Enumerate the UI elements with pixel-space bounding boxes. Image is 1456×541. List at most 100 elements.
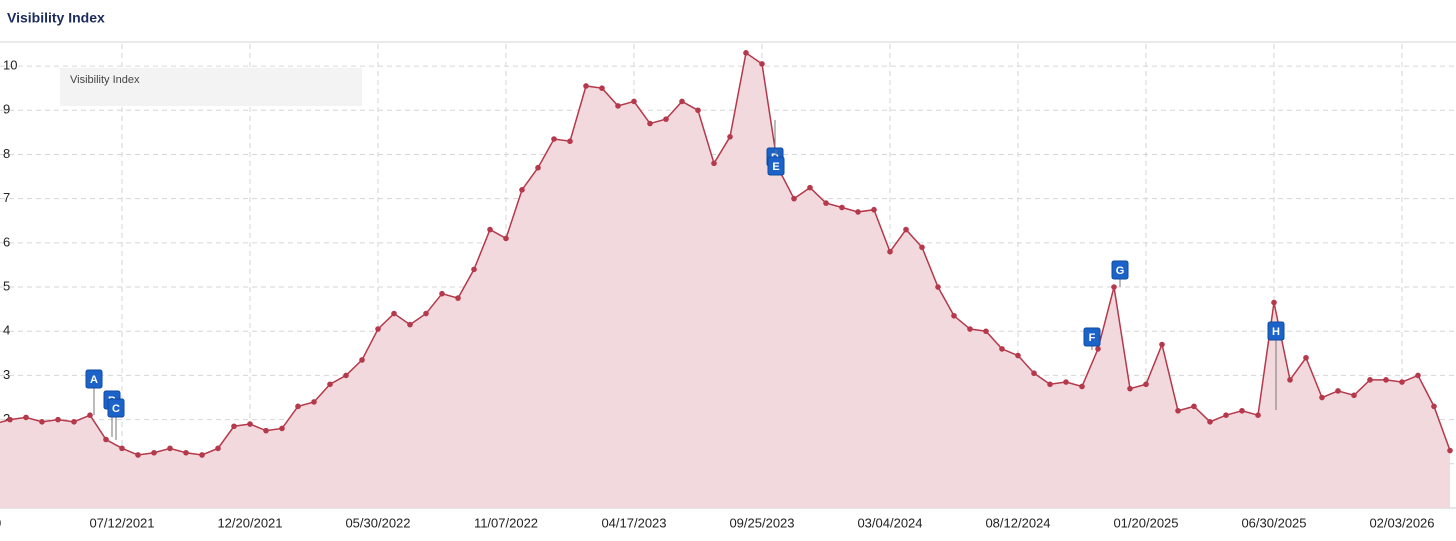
event-label: E (772, 161, 779, 173)
x-tick-label: 12/20/2021 (217, 515, 282, 530)
point (1415, 372, 1421, 379)
x-tick-label: 09/25/2023 (729, 515, 794, 530)
point (887, 248, 893, 255)
point (919, 244, 925, 251)
event-label: G (1116, 265, 1125, 277)
point (759, 61, 765, 67)
point (439, 290, 445, 297)
point (7, 416, 13, 423)
point (423, 310, 429, 317)
point (1159, 341, 1165, 348)
point (1399, 379, 1405, 385)
event-label: A (90, 374, 98, 386)
point (55, 416, 61, 423)
point (1223, 412, 1229, 419)
legend-label: Visibility Index (70, 74, 140, 86)
point (935, 284, 941, 290)
point (247, 421, 253, 427)
point (119, 445, 125, 452)
point (583, 83, 589, 89)
point (1079, 383, 1085, 390)
point (151, 449, 157, 456)
point (311, 399, 317, 405)
point (343, 372, 349, 379)
point (1015, 352, 1021, 359)
point (615, 103, 621, 109)
point (1031, 370, 1037, 377)
event-flag (107, 398, 125, 418)
point (103, 436, 109, 443)
point (23, 414, 29, 421)
point (743, 50, 749, 56)
point (551, 136, 557, 142)
point (1367, 377, 1373, 383)
point (1175, 407, 1181, 414)
point (599, 85, 605, 91)
point (839, 204, 845, 211)
point (999, 346, 1005, 352)
area (0, 52, 1450, 508)
point (1127, 385, 1133, 392)
point (199, 452, 205, 458)
y-tick-label: 4 (3, 323, 10, 338)
point (823, 200, 829, 206)
point (711, 160, 717, 167)
x-tick-label: 03/04/2024 (857, 515, 922, 530)
y-tick-label: 7 (3, 190, 10, 205)
point (1047, 381, 1053, 388)
point (1303, 354, 1309, 361)
point (1287, 377, 1293, 383)
point (1207, 419, 1213, 425)
point (1239, 407, 1245, 414)
point (295, 403, 301, 410)
event-flag (1083, 327, 1101, 347)
point (407, 321, 413, 328)
point (1255, 412, 1261, 419)
point (903, 226, 909, 233)
x-tick-label: 07/12/2021 (89, 515, 154, 530)
point (215, 445, 221, 452)
point (87, 412, 93, 419)
legend-box (60, 68, 362, 106)
point (1319, 394, 1325, 401)
event-flag (1267, 321, 1285, 341)
point (1431, 403, 1437, 410)
event-flag (767, 156, 785, 176)
point (279, 425, 285, 432)
point (871, 206, 877, 213)
y-tick-label: 9 (3, 102, 10, 117)
point (807, 184, 813, 191)
point (39, 419, 45, 425)
x-tick-label: 01/20/2025 (1113, 515, 1178, 530)
event-flag (1111, 260, 1129, 280)
y-tick-label: 6 (3, 234, 10, 249)
point (679, 98, 685, 105)
point (951, 312, 957, 319)
point (263, 427, 269, 434)
x-tick-label: 06/30/2025 (1241, 515, 1306, 530)
y-tick-label: 2 (3, 411, 10, 426)
point (1383, 377, 1389, 383)
event-label: C (112, 403, 120, 415)
y-tick-label: 3 (3, 367, 10, 382)
point (647, 120, 653, 127)
event-label: H (1272, 326, 1280, 338)
point (487, 226, 493, 233)
point (327, 381, 333, 388)
y-tick-label: 8 (3, 146, 10, 161)
event-flag (85, 369, 103, 389)
point (503, 235, 509, 242)
point (1271, 299, 1277, 306)
point (231, 423, 237, 430)
x-tick-label: 20 (0, 515, 1, 530)
point (391, 310, 397, 317)
point (71, 419, 77, 425)
point (1191, 403, 1197, 410)
point (663, 116, 669, 122)
point (519, 187, 525, 193)
point (471, 266, 477, 273)
chart-title: Visibility Index (7, 10, 105, 26)
x-tick-label: 08/12/2024 (985, 515, 1050, 530)
y-tick-label: 5 (3, 278, 10, 293)
